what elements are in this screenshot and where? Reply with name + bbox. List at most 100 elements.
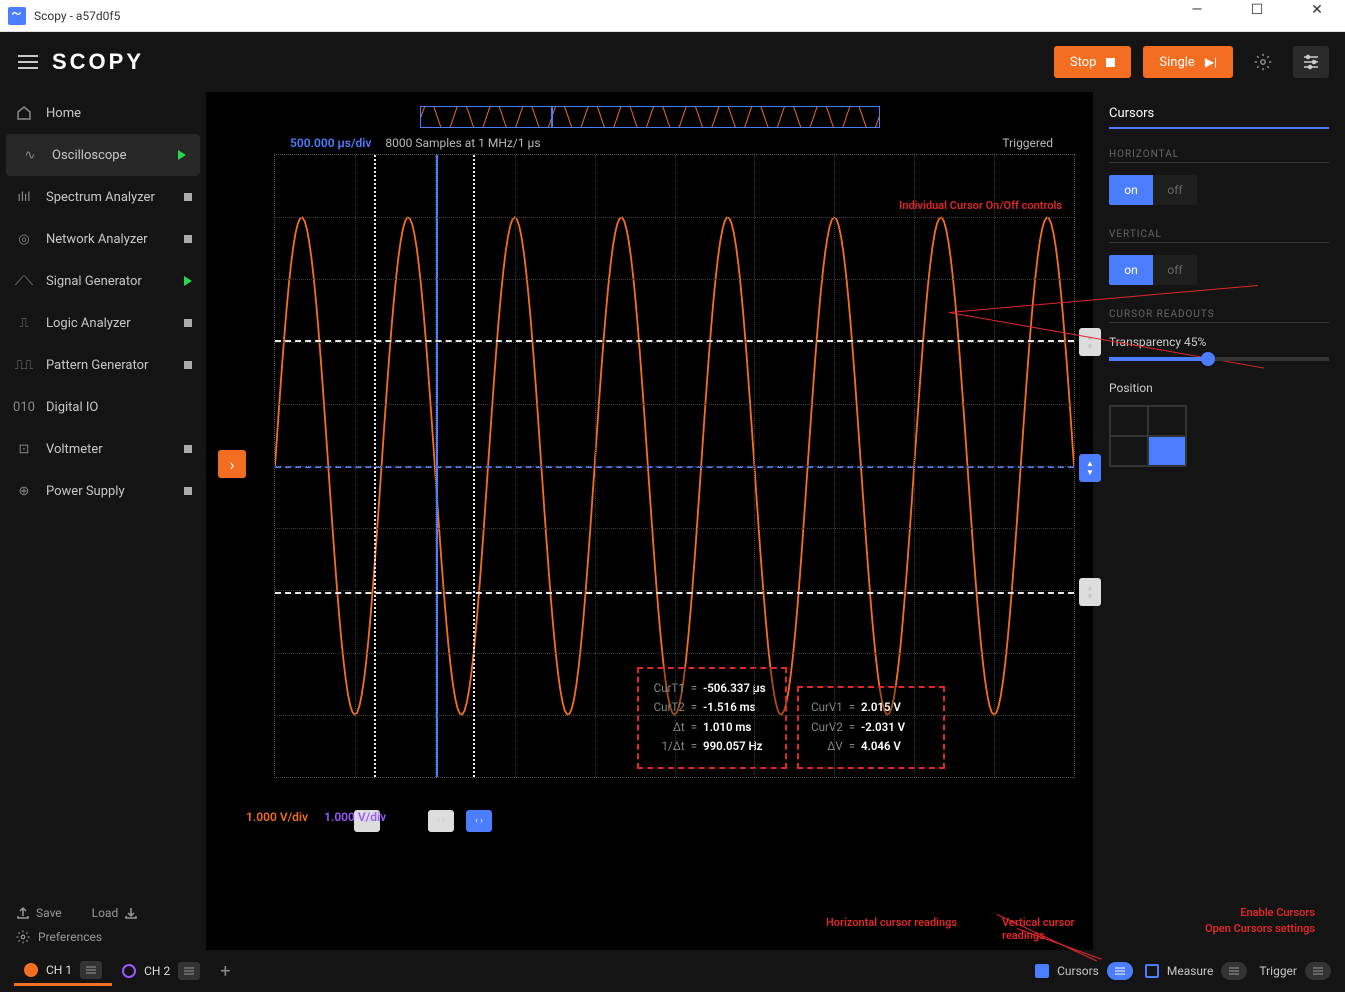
trigger-label: Trigger — [1259, 964, 1297, 978]
horizontal-cursor-2[interactable] — [275, 592, 1074, 594]
tool-icon: ∿ — [20, 145, 40, 165]
position-grid[interactable] — [1109, 405, 1187, 467]
zero-handle[interactable]: ▲▼ — [1079, 454, 1101, 482]
measure-settings-icon[interactable] — [1221, 962, 1247, 980]
trigger-toggle[interactable]: Trigger — [1259, 962, 1331, 980]
ch1-label: CH 1 — [46, 963, 72, 977]
single-button[interactable]: Single ▶| — [1143, 46, 1233, 78]
nav-label: Network Analyzer — [46, 232, 172, 247]
sidebar-item-power-supply[interactable]: ⊕ Power Supply — [0, 470, 206, 512]
position-bottom-left[interactable] — [1110, 436, 1148, 466]
sidebar-item-home[interactable]: Home — [0, 92, 206, 134]
nav-label: Signal Generator — [46, 274, 172, 289]
measure-label: Measure — [1167, 964, 1214, 978]
vertical-cursor-1[interactable] — [374, 155, 376, 777]
cursors-toggle[interactable]: Cursors — [1035, 962, 1133, 980]
annotation-hread: Horizontal cursor readings — [826, 916, 957, 929]
measure-checkbox[interactable] — [1145, 964, 1159, 978]
sidebar-item-network-analyzer[interactable]: ◎ Network Analyzer — [0, 218, 206, 260]
tool-icon: ◎ — [14, 229, 34, 249]
nav-label: Pattern Generator — [46, 358, 172, 373]
save-button[interactable]: Save — [16, 906, 62, 920]
add-channel-button[interactable]: + — [220, 961, 230, 982]
readouts-section: CURSOR READOUTS — [1109, 309, 1329, 323]
horizontal-on[interactable]: on — [1109, 175, 1153, 205]
sidebar-item-digital-io[interactable]: 010 Digital IO — [0, 386, 206, 428]
horizontal-section: HORIZONTAL — [1109, 149, 1329, 163]
cursors-checkbox[interactable] — [1035, 964, 1049, 978]
vertical-toggle[interactable]: on off — [1109, 255, 1197, 285]
channel-2-chip[interactable]: CH 2 — [112, 956, 210, 986]
minimize-button[interactable]: — — [1177, 2, 1217, 30]
tool-icon: ılıl — [14, 187, 34, 207]
horizontal-cursor-1[interactable] — [275, 340, 1074, 342]
horizontal-cursor-readout: CurT1=-506.337 µsCurT2=-1.516 msΔt=1.010… — [637, 667, 787, 769]
measure-toggle[interactable]: Measure — [1145, 962, 1248, 980]
stop-button[interactable]: Stop — [1054, 46, 1132, 78]
sliders-button[interactable] — [1293, 46, 1329, 78]
nav-label: Power Supply — [46, 484, 172, 499]
channel-bar: CH 1 CH 2 + Cursors Measure — [0, 950, 1345, 992]
vertical-cursor-readout: CurV1=2.015 VCurV2=-2.031 VΔV=4.046 V — [797, 686, 945, 769]
stop-indicator — [184, 361, 192, 369]
channel-offset-handle[interactable]: › — [218, 450, 246, 478]
tool-icon: ⊡ — [14, 439, 34, 459]
ch2-vdiv: 1.000 V/div — [324, 810, 386, 824]
logo: SCOPY — [52, 49, 144, 75]
horizontal-off[interactable]: off — [1153, 175, 1197, 205]
vertical-off[interactable]: off — [1153, 255, 1197, 285]
tool-icon: 010 — [14, 397, 34, 417]
cursors-label: Cursors — [1057, 964, 1099, 978]
menu-icon[interactable] — [18, 55, 38, 69]
position-top-right[interactable] — [1148, 406, 1186, 436]
sidebar-item-spectrum-analyzer[interactable]: ılıl Spectrum Analyzer — [0, 176, 206, 218]
ch2-settings-icon[interactable] — [178, 962, 200, 980]
ch1-vdiv: 1.000 V/div — [246, 810, 308, 824]
vertical-on[interactable]: on — [1109, 255, 1153, 285]
tool-icon: ⟋⟍ — [14, 271, 34, 291]
channel-1-chip[interactable]: CH 1 — [14, 956, 112, 986]
sidebar-item-logic-analyzer[interactable]: ⎍ Logic Analyzer — [0, 302, 206, 344]
vertical-section: VERTICAL — [1109, 229, 1329, 243]
timebase-readout: 500.000 µs/div — [290, 136, 371, 150]
position-top-left[interactable] — [1110, 406, 1148, 436]
minimap[interactable] — [420, 106, 880, 128]
ch2-indicator — [122, 964, 136, 978]
ch2-label: CH 2 — [144, 964, 170, 978]
next-icon: ▶| — [1205, 55, 1217, 69]
stop-icon — [1106, 58, 1115, 67]
sidebar-item-pattern-generator[interactable]: ⎍⎍ Pattern Generator — [0, 344, 206, 386]
cursors-panel: Cursors HORIZONTAL on off VERTICAL on of… — [1093, 92, 1345, 992]
sidebar-item-signal-generator[interactable]: ⟋⟍ Signal Generator — [0, 260, 206, 302]
sidebar-item-voltmeter[interactable]: ⊡ Voltmeter — [0, 428, 206, 470]
position-label: Position — [1109, 381, 1329, 395]
position-bottom-right[interactable] — [1148, 436, 1186, 466]
cursors-settings-icon[interactable] — [1107, 962, 1133, 980]
ch1-settings-icon[interactable] — [80, 961, 102, 979]
trigger-settings-icon[interactable] — [1305, 962, 1331, 980]
nav-label: Spectrum Analyzer — [46, 190, 172, 205]
maximize-button[interactable]: ☐ — [1237, 2, 1277, 30]
vertical-cursor-2[interactable] — [473, 155, 475, 777]
sidebar-item-oscilloscope[interactable]: ∿ Oscilloscope — [6, 134, 200, 176]
transparency-slider[interactable] — [1109, 357, 1329, 361]
nav-label: Logic Analyzer — [46, 316, 172, 331]
load-button[interactable]: Load — [92, 906, 139, 920]
close-button[interactable]: ✕ — [1297, 2, 1337, 30]
stop-indicator — [184, 193, 192, 201]
tool-icon: ⊕ — [14, 481, 34, 501]
tool-icon: ⎍ — [14, 313, 34, 333]
plot-area[interactable]: CurT1=-506.337 µsCurT2=-1.516 msΔt=1.010… — [274, 154, 1075, 778]
stop-indicator — [184, 445, 192, 453]
cursor-v1-handle[interactable]: ▲▼ — [1079, 328, 1101, 356]
settings-button[interactable] — [1245, 46, 1281, 78]
annotation-enable: Enable Cursors — [1240, 906, 1315, 919]
scope-header: 500.000 µs/div 8000 Samples at 1 MHz/1 µ… — [224, 136, 1075, 154]
download-icon — [124, 906, 138, 920]
horizontal-toggle[interactable]: on off — [1109, 175, 1197, 205]
cursor-v2-handle[interactable]: ▲▼ — [1079, 578, 1101, 606]
nav-label: Oscilloscope — [52, 148, 166, 163]
preferences-button[interactable]: Preferences — [16, 930, 190, 944]
load-label: Load — [92, 906, 119, 920]
play-indicator — [178, 150, 186, 160]
